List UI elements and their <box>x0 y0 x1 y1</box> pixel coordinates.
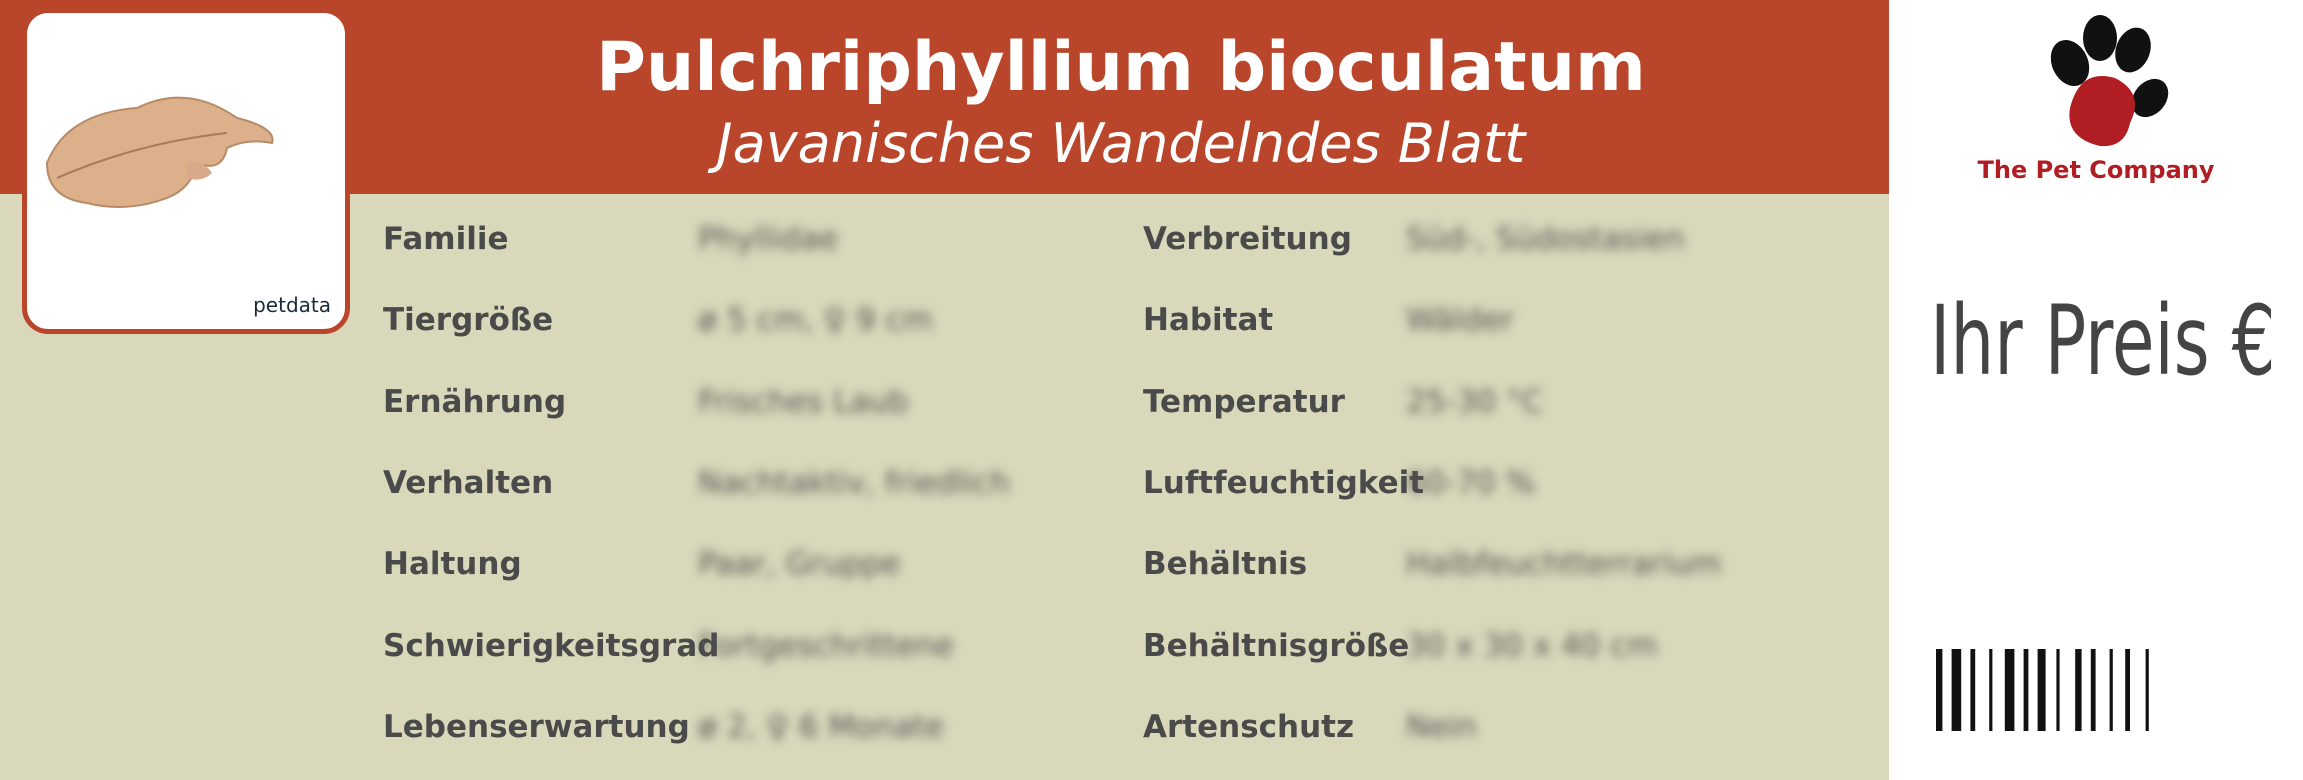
field-label: Artenschutz <box>1143 708 1355 745</box>
barcode-bar <box>2125 649 2130 731</box>
field-value: ø 2, ♀ 6 Monate <box>698 708 944 745</box>
leaf-image <box>45 96 274 208</box>
barcode-bar <box>2075 649 2082 731</box>
field-label: Luftfeuchtigkeit <box>1143 464 1425 501</box>
brand-name: The Pet Company <box>1977 156 2215 184</box>
barcode-bar <box>2037 649 2046 731</box>
field-label: Ernährung <box>383 383 567 420</box>
field-value: 25-30 °C <box>1406 383 1544 420</box>
field-value: Nachtaktiv, friedlich <box>698 464 1010 501</box>
barcode-bar <box>2145 649 2149 731</box>
field-label: Behältnis <box>1143 546 1308 583</box>
field-value: ø 5 cm, ♀ 9 cm <box>698 302 933 339</box>
field-value: Süd-, Südostasien <box>1406 221 1685 257</box>
field-value: 60-70 % <box>1406 464 1536 501</box>
barcode-bar <box>1936 649 1943 731</box>
barcode-bar <box>2004 649 2015 731</box>
field-value: Phyllidae <box>698 221 839 257</box>
barcode-bar <box>2056 649 2060 731</box>
field-label: Haltung <box>383 546 522 583</box>
title: Pulchriphyllium bioculatum <box>596 28 1646 107</box>
field-value: Wälder <box>1406 302 1514 339</box>
field-value: 30 x 30 x 40 cm <box>1406 627 1658 664</box>
photo: petdata <box>22 8 350 334</box>
field-label: Verbreitung <box>1143 221 1352 257</box>
field-value: Fortgeschrittene <box>698 627 954 664</box>
barcode-bar <box>2023 649 2029 731</box>
barcode <box>1936 649 2149 731</box>
subtitle: Javanisches Wandelndes Blatt <box>716 112 1526 175</box>
field-label: Temperatur <box>1143 383 1345 420</box>
barcode-bar <box>2109 649 2113 731</box>
barcode-bar <box>2090 649 2096 731</box>
field-label: Behältnisgröße <box>1143 627 1410 664</box>
barcode-bar <box>1970 649 1976 731</box>
field-label: Familie <box>383 221 509 257</box>
price-label: Ihr Preis € <box>1930 285 2276 397</box>
field-label: Schwierigkeitsgrad <box>383 627 720 664</box>
field-label: Tiergröße <box>383 302 554 339</box>
field-label: Lebenserwartung <box>383 708 690 745</box>
field-label: Verhalten <box>383 464 554 501</box>
field-value: Paar, Gruppe <box>698 546 901 583</box>
field-value: Nein <box>1406 708 1477 745</box>
field-value: Frisches Laub <box>698 383 909 420</box>
paw-logo <box>2050 15 2169 147</box>
photo-caption: petdata <box>253 293 331 317</box>
field-value: Halbfeuchtterrarium <box>1406 546 1722 583</box>
field-label: Habitat <box>1143 302 1274 339</box>
barcode-bar <box>1951 649 1962 731</box>
barcode-bar <box>1989 649 1993 731</box>
